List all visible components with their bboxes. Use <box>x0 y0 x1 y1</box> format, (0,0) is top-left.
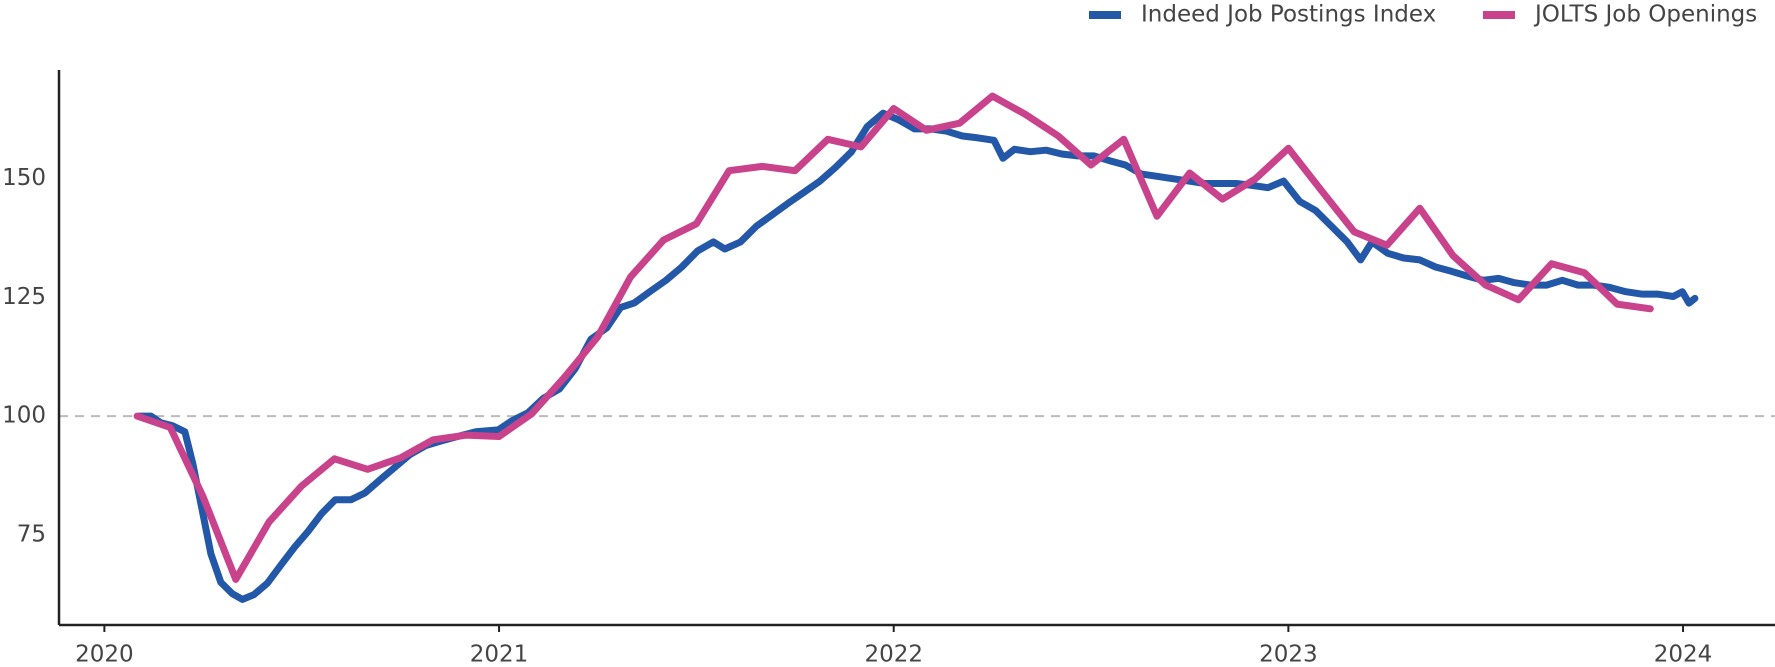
y-tick-label: 100 <box>2 403 46 429</box>
legend-label: JOLTS Job Openings <box>1533 2 1757 28</box>
y-tick-label: 75 <box>17 521 46 547</box>
x-tick-label: 2024 <box>1654 642 1713 667</box>
x-tick-label: 2020 <box>75 642 134 667</box>
x-tick-label: 2023 <box>1259 642 1318 667</box>
x-tick-label: 2022 <box>864 642 923 667</box>
legend-label: Indeed Job Postings Index <box>1141 2 1436 28</box>
data-line <box>133 92 1654 583</box>
x-tick-label: 2021 <box>470 642 529 667</box>
y-tick-label: 125 <box>2 284 46 310</box>
y-tick-label: 150 <box>2 165 46 191</box>
data-line <box>134 109 1699 603</box>
